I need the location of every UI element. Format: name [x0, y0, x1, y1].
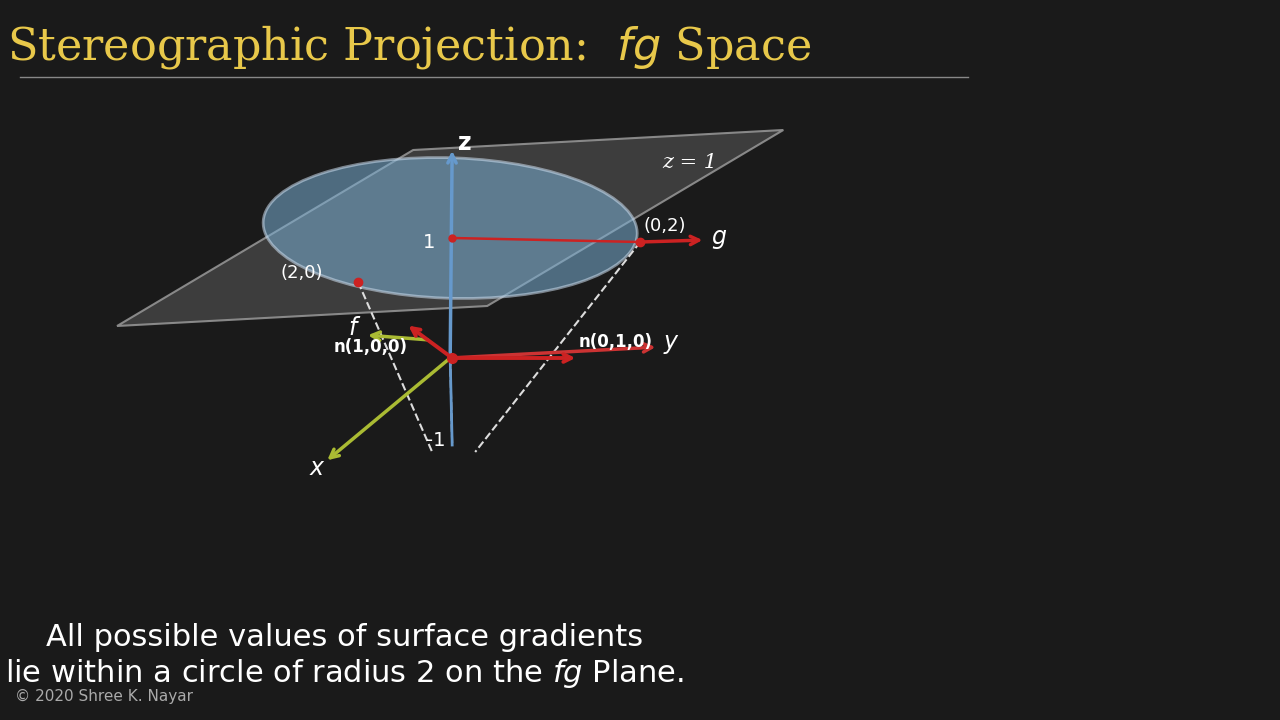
- Text: f: f: [348, 316, 356, 340]
- Text: Stereographic Projection:  $fg$ Space: Stereographic Projection: $fg$ Space: [8, 23, 812, 71]
- Text: -1: -1: [426, 431, 445, 449]
- Text: x: x: [310, 456, 323, 480]
- Text: © 2020 Shree K. Nayar: © 2020 Shree K. Nayar: [15, 689, 193, 704]
- Text: y: y: [663, 330, 677, 354]
- Text: All possible values of surface gradients: All possible values of surface gradients: [46, 623, 643, 652]
- Ellipse shape: [264, 158, 637, 299]
- Text: n(1,0,0): n(1,0,0): [333, 338, 407, 356]
- Text: lie within a circle of radius 2 on the $fg$ Plane.: lie within a circle of radius 2 on the $…: [5, 657, 684, 690]
- Text: z = 1: z = 1: [662, 153, 717, 171]
- Text: 1: 1: [422, 233, 435, 253]
- Text: (0,2): (0,2): [644, 217, 686, 235]
- Text: n(0,1,0): n(0,1,0): [579, 333, 653, 351]
- Text: g: g: [710, 225, 726, 249]
- Polygon shape: [116, 130, 783, 326]
- Text: z: z: [458, 131, 472, 155]
- Text: (2,0): (2,0): [280, 264, 323, 282]
